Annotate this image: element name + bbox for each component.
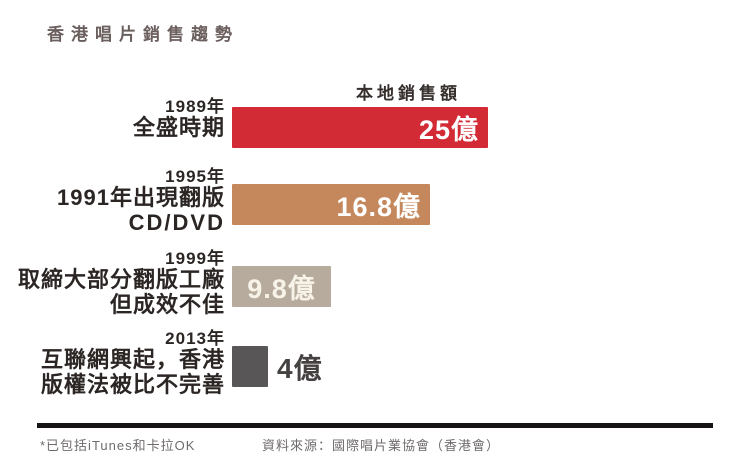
bar-2013 — [232, 346, 268, 387]
bar-1995: 16.8億 — [232, 184, 430, 225]
footnote-text: *已包括iTunes和卡拉OK — [40, 438, 196, 453]
bar-value-label: 25億 — [418, 115, 479, 145]
bar-row-1999: 1999年 取締大部分翻版工廠 但成效不佳 9.8億 — [0, 249, 750, 331]
row-labels: 2013年 互聯網興起，香港 版權法被比不完善 — [0, 329, 225, 397]
row-main-label-line2: 但成效不佳 — [109, 292, 225, 317]
row-year-label: 2013年 — [165, 329, 225, 348]
row-main-label-line2: CD/DVD — [128, 210, 225, 235]
bar-value-label: 16.8億 — [336, 192, 421, 222]
bar-row-1989: 1989年 全盛時期 25億 — [0, 97, 750, 169]
bar-1989: 25億 — [232, 107, 488, 148]
row-year-label: 1999年 — [165, 249, 225, 268]
bar-area: 9.8億 — [232, 251, 750, 307]
row-main-label: 互聯網興起，香港 — [40, 347, 225, 372]
bar-row-2013: 2013年 互聯網興起，香港 版權法被比不完善 4億 — [0, 329, 750, 400]
row-labels: 1989年 全盛時期 — [0, 97, 225, 140]
bar-rows: 1989年 全盛時期 25億 1995年 1991年出現翻版 CD/DVD — [0, 97, 750, 400]
chart-title: 香港唱片銷售趨勢 — [47, 25, 239, 44]
source-text: 資料來源：國際唱片業協會（香港會） — [262, 438, 501, 453]
row-year-label: 1989年 — [165, 97, 225, 116]
row-year-label: 1995年 — [165, 167, 225, 186]
row-main-label-line2: 版權法被比不完善 — [40, 372, 225, 397]
bar-value-label: 4億 — [277, 352, 323, 384]
bar-value-label: 9.8億 — [247, 274, 316, 304]
row-main-label: 取締大部分翻版工廠 — [17, 267, 225, 292]
bar-row-1995: 1995年 1991年出現翻版 CD/DVD 16.8億 — [0, 167, 750, 251]
bar-1999: 9.8億 — [232, 266, 331, 307]
row-labels: 1995年 1991年出現翻版 CD/DVD — [0, 167, 225, 235]
row-main-label: 全盛時期 — [132, 115, 225, 140]
value-axis-label: 本地銷售額 — [356, 84, 461, 103]
bar-area: 16.8億 — [232, 169, 750, 225]
footer-divider — [37, 423, 713, 428]
bar-area: 25億 — [232, 99, 750, 148]
row-labels: 1999年 取締大部分翻版工廠 但成效不佳 — [0, 249, 225, 317]
row-main-label: 1991年出現翻版 — [57, 185, 225, 210]
bar-area: 4億 — [232, 331, 750, 387]
